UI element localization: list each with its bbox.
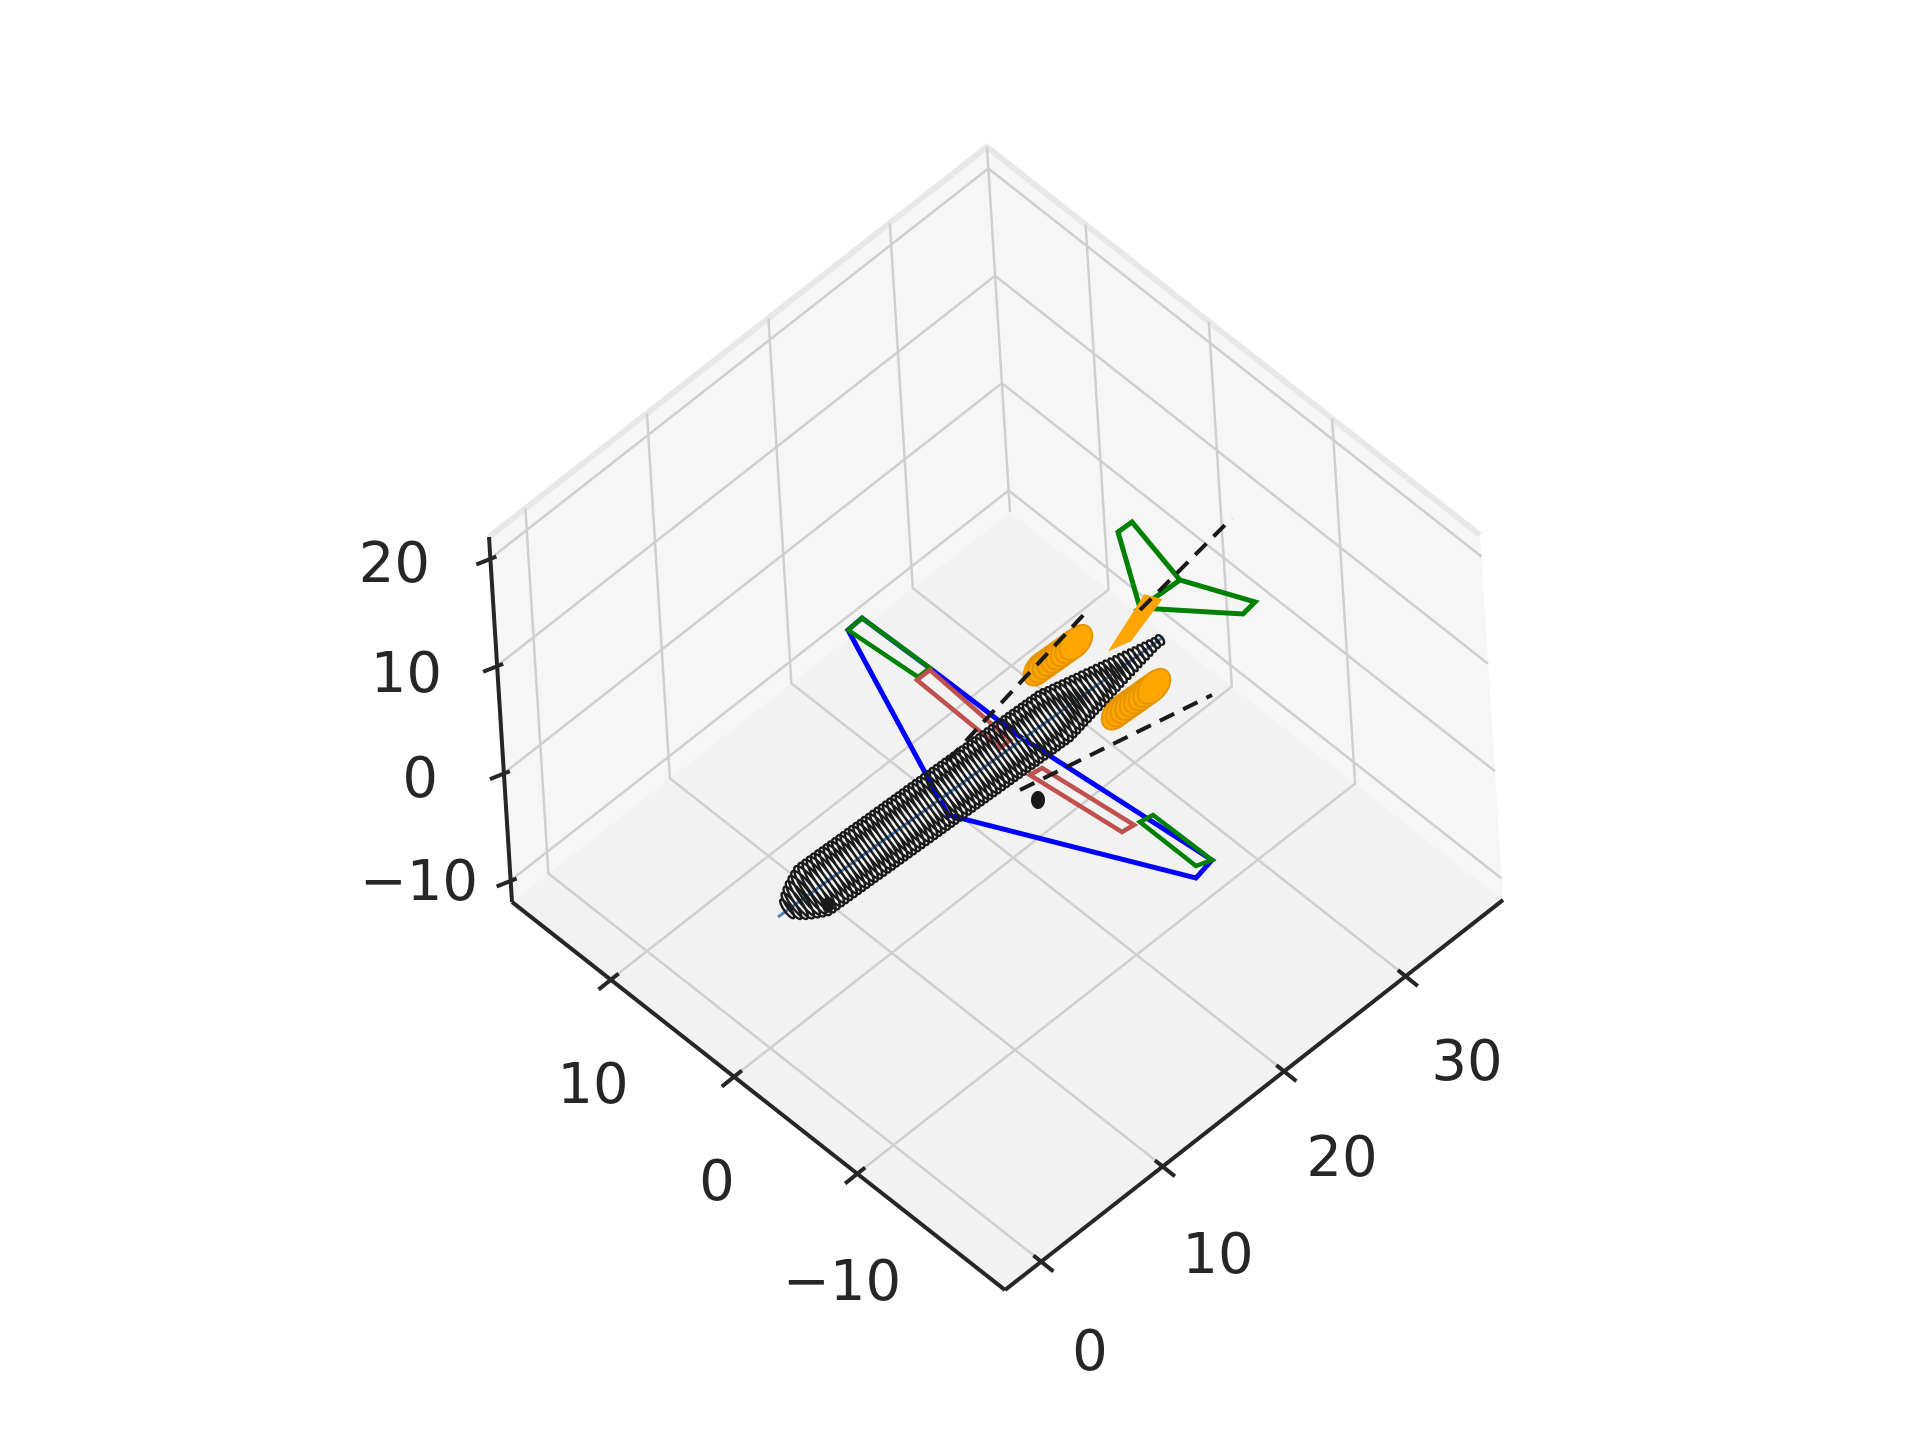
back-right-pane xyxy=(987,147,1503,900)
z-tick-mark xyxy=(475,554,498,567)
axis-lines xyxy=(475,536,1505,1292)
right-aileron xyxy=(1025,765,1139,835)
z-tick-label-3: 20 xyxy=(359,531,430,596)
fuselage-ring xyxy=(1126,648,1143,669)
fuselage-rings xyxy=(778,634,1166,921)
y-axis-line xyxy=(510,900,1007,1292)
y-grid-line xyxy=(609,224,1110,981)
fuselage-ring xyxy=(1102,659,1125,688)
nose-gear-dot xyxy=(822,897,834,913)
y-grid-line xyxy=(733,321,1234,1078)
z-tick-mark xyxy=(489,769,511,782)
fuselage-ring xyxy=(1136,643,1150,661)
z-tick-mark xyxy=(482,661,504,674)
y-grid-line xyxy=(856,418,1357,1175)
y-tick-mark xyxy=(597,972,620,992)
left-engine xyxy=(1022,623,1094,687)
fuselage-ring xyxy=(784,880,816,920)
fuselage-ring xyxy=(1048,683,1085,731)
fuselage-ring xyxy=(1053,681,1089,727)
fuselage-ring xyxy=(782,885,810,921)
y-tick-label-0: −10 xyxy=(783,1249,901,1314)
fuselage-centerline xyxy=(777,636,1163,919)
aircraft-wireframe xyxy=(777,516,1260,921)
x-tick-label-3: 30 xyxy=(1431,1029,1502,1094)
engine-ring xyxy=(1136,667,1172,705)
y-tick-mark xyxy=(843,1166,867,1186)
main-gear-dot xyxy=(1031,791,1045,809)
fuselage-ring xyxy=(1097,661,1121,692)
z-tick-label-2: 10 xyxy=(371,641,442,706)
reference-line-3 xyxy=(1138,516,1234,612)
x-tick-mark xyxy=(1275,1063,1298,1083)
corner-edge xyxy=(985,146,1012,513)
x-grid-line xyxy=(645,413,1164,1168)
fuselage-ring xyxy=(1092,663,1118,696)
z-axis-line xyxy=(487,536,514,903)
reference-line-1 xyxy=(946,608,1090,762)
right-wingtip xyxy=(1135,812,1217,869)
x-tick-label-0: 0 xyxy=(1072,1319,1108,1384)
x-grid-line xyxy=(888,223,1407,978)
x-grid-line xyxy=(767,318,1286,1073)
grid-lines xyxy=(489,146,1503,1263)
y-tick-mark xyxy=(720,1069,744,1089)
fuselage-ring xyxy=(1068,674,1100,716)
fuselage-ring xyxy=(1043,685,1082,735)
engine-pylon xyxy=(1108,594,1163,652)
z-tick-label-0: −10 xyxy=(360,849,478,914)
fuselage-ring xyxy=(1154,634,1166,646)
fuselage-ring xyxy=(1112,654,1132,681)
x-grid-line xyxy=(524,508,1043,1263)
z-tick-mark xyxy=(495,876,518,889)
x-tick-mark xyxy=(1153,1158,1177,1178)
fuselage-ring xyxy=(1116,652,1136,677)
x-tick-label-2: 20 xyxy=(1306,1125,1377,1190)
fuselage-ring xyxy=(1107,657,1128,684)
x-tick-mark xyxy=(1396,968,1420,988)
x-tick-mark xyxy=(1032,1253,1055,1274)
fuselage-ring xyxy=(778,898,796,920)
fuselage-ring xyxy=(1063,677,1096,720)
x-axis-line xyxy=(1003,898,1505,1292)
engine-ring xyxy=(1058,623,1094,661)
y-tick-label-1: 0 xyxy=(699,1149,735,1214)
reference-line-2 xyxy=(1019,693,1213,792)
fuselage-ring xyxy=(1058,679,1093,723)
tick-labels: 0 10 20 30 −10 0 10 −10 0 10 20 xyxy=(359,531,1503,1384)
x-tick-label-1: 10 xyxy=(1182,1222,1253,1287)
z-tick-label-1: 0 xyxy=(402,746,438,811)
right-engine xyxy=(1100,667,1172,731)
y-tick-label-2: 10 xyxy=(557,1052,628,1117)
back-left-pane xyxy=(489,147,1010,902)
